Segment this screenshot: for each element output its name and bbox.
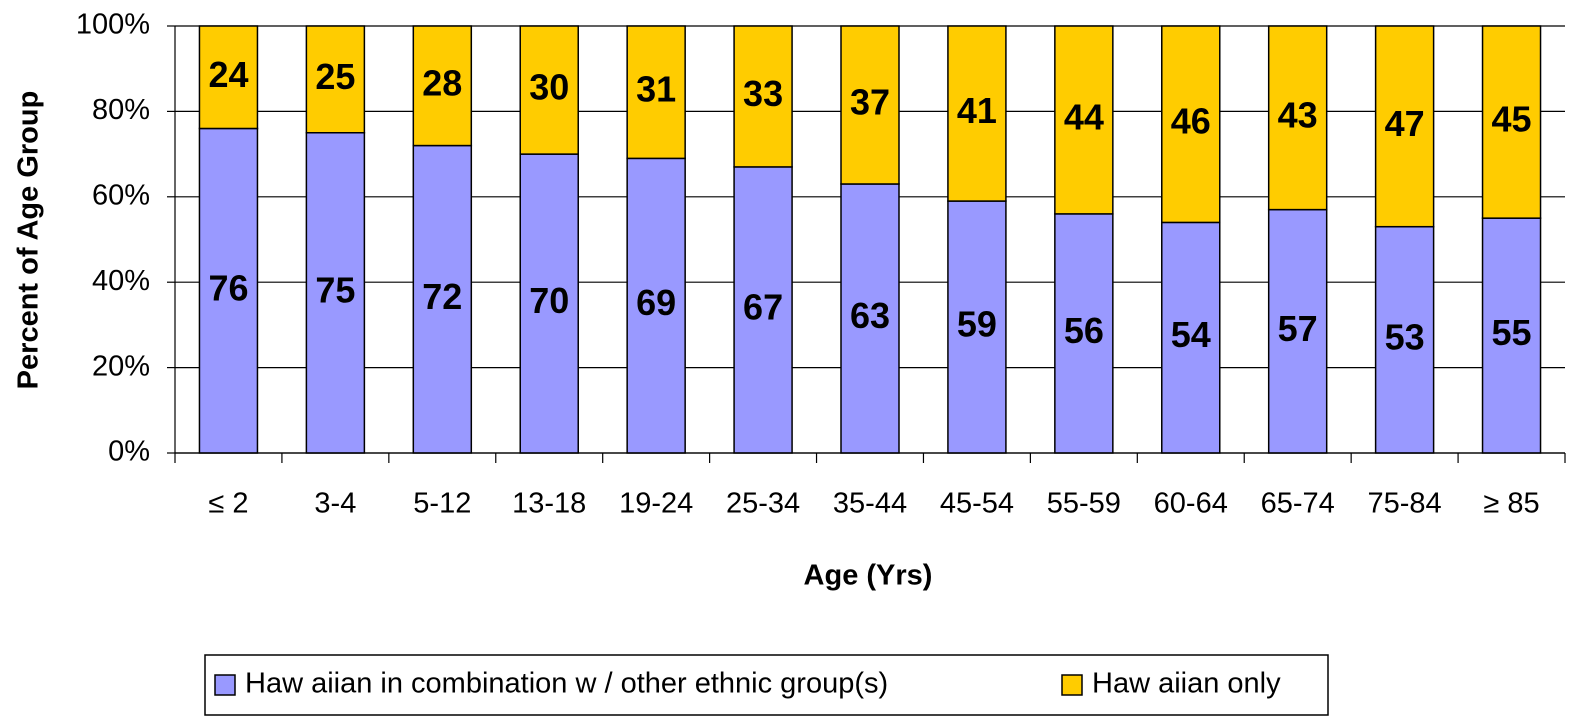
data-label: 59 (957, 304, 997, 345)
bar-segment (1161, 25, 1221, 224)
data-label: 24 (208, 54, 248, 95)
bar-segment (519, 153, 579, 454)
bar-segment (626, 25, 686, 160)
bar-segment (519, 25, 579, 155)
y-axis-title: Percent of Age Group (13, 91, 45, 390)
bar-segment (1481, 217, 1542, 454)
bar-segment (1374, 225, 1435, 454)
data-label: 43 (1278, 94, 1318, 135)
bar-segment (412, 144, 473, 454)
data-label: 41 (957, 90, 997, 131)
legend-swatch (214, 674, 236, 696)
bar-segment (733, 166, 793, 454)
data-label: 37 (850, 82, 890, 123)
data-label: 54 (1171, 314, 1211, 355)
bar-segment (626, 157, 686, 454)
data-label: 55 (1492, 312, 1532, 353)
data-label: 67 (743, 286, 783, 327)
x-tick-label: ≥ 85 (1483, 488, 1539, 520)
bar-segment (1161, 221, 1221, 454)
legend-swatch (1061, 674, 1083, 696)
legend-box (204, 654, 1329, 716)
bar-segment (1267, 25, 1328, 211)
data-label: 56 (1064, 310, 1104, 351)
data-label: 33 (743, 73, 783, 114)
x-tick-label: 3-4 (314, 488, 356, 520)
x-tick-label: 55-59 (1047, 488, 1121, 520)
bar-segment (1374, 25, 1435, 228)
bar-segment (198, 25, 259, 130)
bar-segment (733, 25, 793, 168)
x-tick-label: 75-84 (1368, 488, 1442, 520)
bar-segment (412, 25, 473, 147)
x-tick-label: 25-34 (726, 488, 800, 520)
data-label: 31 (636, 69, 676, 110)
bar-segment (305, 25, 366, 134)
x-tick-label: 65-74 (1261, 488, 1335, 520)
data-label: 44 (1064, 96, 1104, 137)
x-axis-title: Age (Yrs) (804, 560, 933, 592)
x-tick-label: 19-24 (619, 488, 693, 520)
y-tick-label: 80% (92, 94, 150, 126)
data-label: 57 (1278, 308, 1318, 349)
bar-segment (198, 127, 259, 454)
data-label: 28 (422, 62, 462, 103)
bar-segment (840, 25, 900, 185)
data-label: 46 (1171, 101, 1211, 142)
bar-segment (1054, 213, 1114, 454)
y-tick-label: 100% (76, 9, 150, 41)
data-label: 45 (1492, 99, 1532, 140)
y-tick-label: 60% (92, 179, 150, 211)
y-tick-label: 0% (108, 436, 150, 468)
x-tick-label: 35-44 (833, 488, 907, 520)
data-label: 69 (636, 282, 676, 323)
legend-label: Haw aiian only (1092, 668, 1281, 700)
bar-segment (947, 200, 1007, 454)
x-tick-label: 60-64 (1154, 488, 1228, 520)
bar-segment (1054, 25, 1114, 215)
bar-segment (1481, 25, 1542, 219)
x-tick-label: 5-12 (413, 488, 471, 520)
data-label: 25 (315, 56, 355, 97)
data-label: 75 (315, 269, 355, 310)
data-label: 63 (850, 295, 890, 336)
data-label: 72 (422, 276, 462, 317)
x-tick-label: 45-54 (940, 488, 1014, 520)
data-label: 76 (208, 267, 248, 308)
data-label: 53 (1385, 316, 1425, 357)
data-label: 30 (529, 67, 569, 108)
x-tick-label: 13-18 (512, 488, 586, 520)
x-tick-label: ≤ 2 (208, 488, 248, 520)
y-tick-label: 40% (92, 265, 150, 297)
data-label: 70 (529, 280, 569, 321)
y-tick-label: 20% (92, 350, 150, 382)
bar-segment (947, 25, 1007, 202)
data-label: 47 (1385, 103, 1425, 144)
legend-label: Haw aiian in combination w / other ethni… (245, 668, 888, 700)
